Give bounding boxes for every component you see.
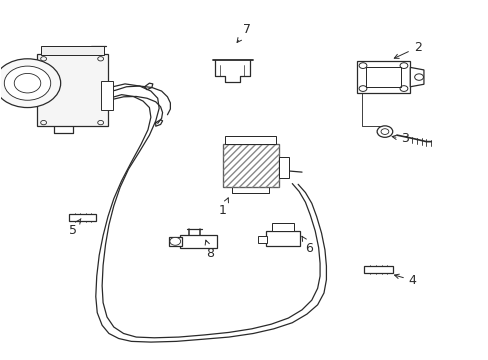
Text: 3: 3 (391, 132, 408, 145)
Bar (366, 67, 400, 87)
Bar (278, 157, 289, 178)
Text: 1: 1 (218, 198, 228, 217)
Text: 6: 6 (302, 236, 313, 255)
Circle shape (4, 66, 51, 100)
Bar (169, 237, 181, 246)
Circle shape (376, 126, 392, 137)
Bar (266, 231, 299, 246)
Bar (257, 236, 267, 243)
Bar (41, 46, 104, 55)
Circle shape (0, 59, 61, 108)
Text: 2: 2 (393, 41, 421, 58)
Bar (224, 136, 276, 144)
Circle shape (169, 237, 180, 245)
Bar (37, 54, 108, 126)
Bar (69, 215, 96, 221)
Text: 7: 7 (237, 23, 250, 42)
Bar (101, 81, 113, 110)
Bar (222, 144, 278, 187)
Text: 4: 4 (394, 274, 416, 287)
Polygon shape (409, 67, 423, 87)
Bar (356, 61, 409, 93)
Text: 8: 8 (205, 240, 214, 260)
Bar (222, 144, 278, 187)
Bar (272, 224, 293, 231)
Bar (180, 234, 216, 248)
Circle shape (14, 73, 41, 93)
Text: 5: 5 (69, 219, 81, 237)
Bar (363, 266, 392, 273)
